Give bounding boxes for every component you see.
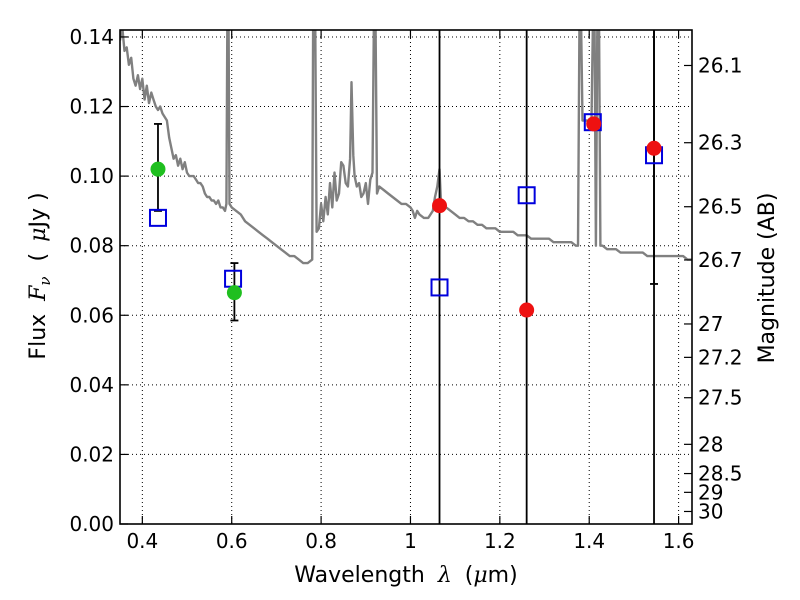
y-tick-label: 0.00 — [69, 512, 114, 536]
y2-tick-label: 27.5 — [698, 386, 743, 410]
green-flux-point — [150, 161, 166, 177]
y2-tick-label: 27.2 — [698, 345, 743, 369]
axis-ticks: 0.4 0.6 0.8 1 1.2 1.4 1.6 0.00 0.02 0.04 0.06 0.08 0… — [69, 25, 742, 553]
y-axis-unit-open: ( — [26, 253, 51, 262]
y2-axis-label: Magnitude (AB) — [755, 193, 780, 364]
y2-tick-label: 28.5 — [698, 462, 743, 486]
x-tick-label: 1 — [404, 529, 417, 553]
x-tick-label: 0.6 — [216, 529, 248, 553]
y2-tick-label: 26.3 — [698, 131, 743, 155]
y-tick-label: 0.12 — [69, 95, 114, 119]
y-tick-label: 0.10 — [69, 164, 114, 188]
model-flux-square — [430, 278, 449, 297]
x-axis-label-text: Wavelength — [294, 563, 425, 588]
model-spectrum-layer — [120, 30, 692, 265]
model-spectrum-line — [120, 30, 692, 265]
y2-tick-label: 27 — [698, 312, 723, 336]
grid-lines — [120, 30, 692, 525]
y-axis-label-text: Flux — [26, 314, 51, 360]
red-flux-point — [586, 116, 602, 132]
y-tick-label: 0.14 — [69, 25, 114, 49]
y-tick-label: 0.06 — [69, 303, 114, 327]
x-tick-label: 1.6 — [663, 529, 695, 553]
y-axis-unit-rest: Jy ) — [26, 192, 51, 229]
observed-flux-points — [150, 116, 662, 318]
red-flux-point — [432, 198, 448, 214]
x-axis-unit-mu: μ — [473, 563, 487, 588]
model-flux-square — [224, 269, 243, 288]
y2-tick-label: 28 — [698, 432, 723, 456]
y2-tick-label: 26.5 — [698, 195, 743, 219]
green-flux-point — [226, 285, 242, 301]
vertical-error-lines — [438, 30, 655, 524]
red-flux-point — [646, 140, 662, 156]
x-axis-symbol: λ — [437, 563, 452, 588]
y2-tick-label: 26.7 — [698, 248, 743, 272]
y2-tick-label: 30 — [698, 499, 723, 523]
plot-frame — [119, 29, 693, 525]
y-tick-label: 0.02 — [69, 442, 114, 466]
y-tick-label: 0.08 — [69, 234, 114, 258]
x-tick-label: 0.4 — [126, 529, 158, 553]
y-axis-label: Flux Fν ( μJy ) — [26, 192, 56, 359]
y2-tick-label: 29 — [698, 480, 723, 504]
y-axis-unit-mu: μ — [26, 228, 51, 242]
x-tick-label: 1.2 — [484, 529, 516, 553]
model-flux-square — [517, 186, 536, 205]
y-axis-symbol: F — [26, 285, 51, 302]
x-tick-label: 1.4 — [573, 529, 605, 553]
red-flux-point — [519, 302, 535, 318]
x-axis-unit-rest: m) — [488, 563, 518, 588]
axes-frame — [119, 29, 693, 525]
x-tick-label: 0.8 — [305, 529, 337, 553]
y-tick-label: 0.04 — [69, 373, 114, 397]
model-flux-square — [148, 208, 167, 227]
y-axis-subscript: ν — [36, 276, 54, 285]
y2-tick-label: 26.1 — [698, 53, 743, 77]
x-axis-label: Wavelength λ (μm) — [294, 563, 517, 588]
x-axis-unit-open: ( — [465, 563, 474, 588]
